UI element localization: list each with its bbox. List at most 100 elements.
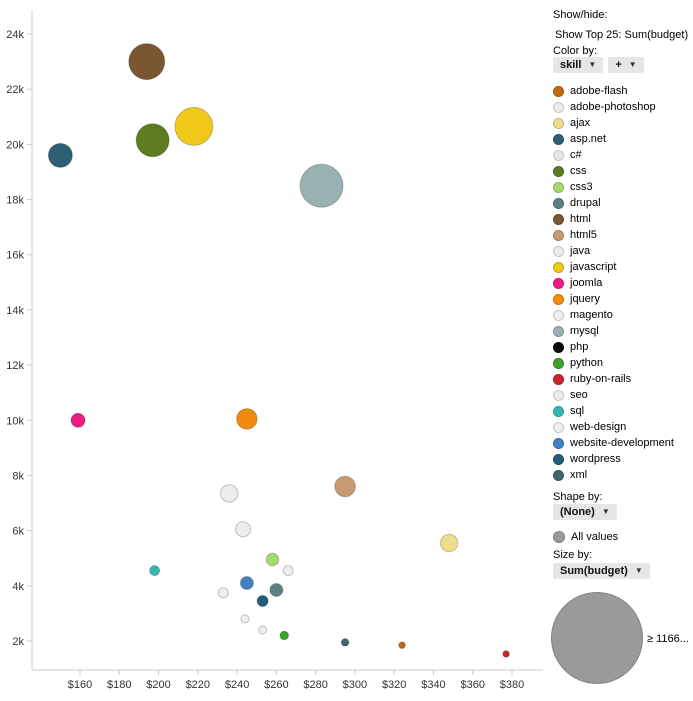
y-tick-label: 22k (6, 84, 24, 96)
magento-swatch (553, 309, 564, 321)
legend-item-sql[interactable]: sql (553, 403, 693, 419)
legend-item-wordpress[interactable]: wordpress (553, 451, 693, 467)
legend-item-python[interactable]: python (553, 355, 693, 371)
legend-item-drupal[interactable]: drupal (553, 195, 693, 211)
legend-item-css3[interactable]: css3 (553, 179, 693, 195)
x-tick-label: $280 (303, 679, 327, 691)
bubble-adobe-photoshop[interactable] (220, 484, 239, 503)
legend-item-adobe-flash[interactable]: adobe-flash (553, 83, 693, 99)
bubble-ruby-on-rails[interactable] (502, 650, 510, 658)
size-by-value: Sum(budget) (560, 565, 628, 577)
bubble-xml[interactable] (340, 638, 350, 647)
x-tick-label: $320 (382, 679, 406, 691)
javascript-swatch (553, 261, 564, 273)
size-legend-label: ≥ 1166... (647, 633, 689, 645)
x-tick-label: $160 (68, 679, 92, 691)
y-tick-label: 20k (6, 139, 24, 151)
y-tick-label: 10k (6, 415, 24, 427)
chart-area: 2k 4k 6k 8k 10k 12k 14k 16k 18k 20k 22k 24k $160 $180… (6, 10, 543, 691)
legend-item-mysql[interactable]: mysql (553, 323, 693, 339)
legend-label: mysql (570, 325, 599, 337)
legend-item-javascript[interactable]: javascript (553, 259, 693, 275)
legend-item-css[interactable]: css (553, 163, 693, 179)
legend-item-magento[interactable]: magento (553, 307, 693, 323)
legend-label: wordpress (570, 453, 621, 465)
x-tick-label: $380 (500, 679, 524, 691)
chevron-down-icon: ▼ (601, 507, 610, 516)
bubble-seo[interactable] (240, 614, 250, 624)
bubble-html[interactable] (128, 43, 166, 81)
legend-label: magento (570, 309, 613, 321)
legend-label: html5 (570, 229, 597, 241)
bubble-drupal[interactable] (269, 582, 284, 597)
size-by-label: Size by: (553, 549, 593, 561)
show-top-label[interactable]: Show Top 25: Sum(budget) (555, 29, 689, 41)
bubble-c#[interactable] (234, 521, 251, 538)
legend-label: sql (570, 405, 585, 417)
legend-item-seo[interactable]: seo (553, 387, 693, 403)
legend-label: xml (570, 469, 588, 481)
adobe-photoshop-swatch (553, 101, 564, 113)
bubble-magento[interactable] (217, 587, 229, 599)
y-tick-label: 6k (12, 526, 24, 538)
bubble-mysql[interactable] (299, 163, 344, 208)
x-tick-label: $180 (107, 679, 131, 691)
bubble-css3[interactable] (265, 552, 280, 567)
seo-swatch (553, 389, 564, 401)
legend-item-c#[interactable]: c# (553, 147, 693, 163)
mysql-swatch (553, 325, 564, 337)
x-tick-label: $260 (264, 679, 288, 691)
legend-item-adobe-photoshop[interactable]: adobe-photoshop (553, 99, 693, 115)
legend-item-joomla[interactable]: joomla (553, 275, 693, 291)
legend-item-xml[interactable]: xml (553, 467, 693, 483)
x-tick-label: $220 (186, 679, 210, 691)
legend-label: html (570, 213, 591, 225)
color-by-dropdown[interactable]: skill ▼ (553, 57, 604, 73)
legend-item-html[interactable]: html (553, 211, 693, 227)
bubble-html5[interactable] (334, 475, 356, 498)
bubble-joomla[interactable] (70, 412, 86, 428)
x-tick-label: $340 (421, 679, 445, 691)
legend-item-html5[interactable]: html5 (553, 227, 693, 243)
legend-item-website-development[interactable]: website-development (553, 435, 693, 451)
legend-item-asp.net[interactable]: asp.net (553, 131, 693, 147)
bubble-adobe-flash[interactable] (398, 641, 406, 649)
bubble-java[interactable] (282, 565, 294, 577)
size-by-dropdown[interactable]: Sum(budget) ▼ (553, 563, 650, 579)
show-hide-label: Show/hide: (553, 9, 608, 21)
bubble-wordpress[interactable] (256, 594, 269, 607)
legend-item-web-design[interactable]: web-design (553, 419, 693, 435)
legend-item-php[interactable]: php (553, 339, 693, 355)
bubble-javascript[interactable] (174, 106, 214, 146)
legend-item-ruby-on-rails[interactable]: ruby-on-rails (553, 371, 693, 387)
wordpress-swatch (553, 453, 564, 465)
y-tick-label: 8k (12, 470, 24, 482)
ajax-swatch (553, 117, 564, 129)
legend-item-ajax[interactable]: ajax (553, 115, 693, 131)
y-tick-label: 18k (6, 195, 24, 207)
bubble-website-development[interactable] (239, 576, 254, 591)
bubble-web-design[interactable] (258, 625, 268, 635)
shape-by-label: Shape by: (553, 491, 603, 503)
color-by-row: skill ▼ + ▼ (553, 57, 644, 73)
bubble-jquery[interactable] (236, 408, 258, 430)
bubble-sql[interactable] (149, 565, 161, 577)
bubble-asp.net[interactable] (47, 142, 73, 168)
legend-label: joomla (570, 277, 603, 289)
all-values-row[interactable]: All values (553, 529, 618, 545)
legend-item-java[interactable]: java (553, 243, 693, 259)
all-values-label: All values (571, 531, 619, 543)
y-tick-label: 14k (6, 305, 24, 317)
bubble-ajax[interactable] (439, 533, 459, 553)
shape-by-dropdown[interactable]: (None) ▼ (553, 504, 617, 520)
bubble-css[interactable] (135, 123, 170, 158)
legend-label: python (570, 357, 604, 369)
python-swatch (553, 357, 564, 369)
css3-swatch (553, 181, 564, 193)
shape-by-value: (None) (560, 506, 595, 518)
add-color-dropdown[interactable]: + ▼ (608, 57, 644, 73)
legend-item-jquery[interactable]: jquery (553, 291, 693, 307)
bubble-python[interactable] (279, 630, 290, 641)
joomla-swatch (553, 277, 564, 289)
chevron-down-icon: ▼ (588, 60, 597, 69)
